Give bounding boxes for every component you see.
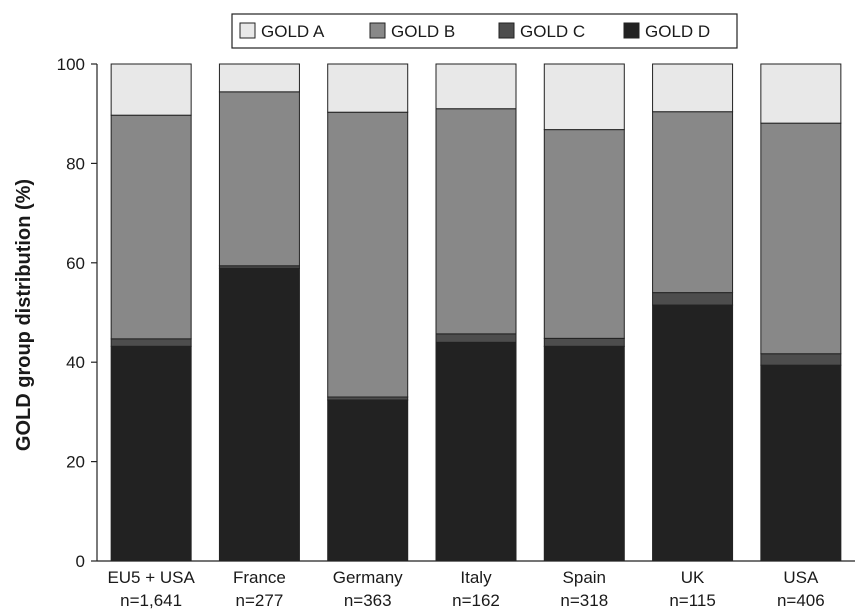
bar-segment-gold-b (111, 115, 191, 339)
bar-segment-gold-a (653, 64, 733, 112)
bar-segment-gold-c (653, 293, 733, 305)
bar-segment-gold-b (761, 123, 841, 354)
legend-label: GOLD D (645, 22, 710, 41)
x-tick-label: USA (783, 568, 819, 587)
legend-label: GOLD C (520, 22, 585, 41)
bar-segment-gold-a (436, 64, 516, 109)
bar-segment-gold-d (328, 400, 408, 561)
y-tick-label: 100 (57, 55, 85, 74)
x-tick-label: France (233, 568, 286, 587)
legend-swatch-gold-a (240, 23, 255, 38)
bar-segment-gold-a (761, 64, 841, 123)
legend: GOLD A GOLD B GOLD C GOLD D (232, 14, 737, 48)
bar-segment-gold-b (328, 112, 408, 397)
bar-segment-gold-d (544, 346, 624, 561)
x-tick-count-label: n=277 (236, 591, 284, 610)
bar-segment-gold-d (219, 268, 299, 561)
x-tick-count-label: n=318 (560, 591, 608, 610)
y-axis: 0 20 40 60 80 100 (57, 55, 97, 571)
bar-segment-gold-d (111, 346, 191, 561)
bar-segment-gold-a (544, 64, 624, 130)
x-tick-label: Italy (460, 568, 492, 587)
x-tick-count-label: n=363 (344, 591, 392, 610)
x-axis: EU5 + USA n=1,641 France n=277 Germany n=363 I… (97, 561, 855, 610)
bar-segment-gold-c (111, 339, 191, 346)
x-tick-label: UK (681, 568, 705, 587)
bar-segment-gold-c (544, 338, 624, 346)
legend-swatch-gold-d (624, 23, 639, 38)
x-tick-count-label: n=162 (452, 591, 500, 610)
y-tick-label: 60 (66, 254, 85, 273)
y-axis-label: GOLD group distribution (%) (13, 179, 35, 451)
bar-segment-gold-c (761, 354, 841, 365)
bar-stack (653, 64, 733, 561)
bar-stack (544, 64, 624, 561)
bar-segment-gold-c (436, 334, 516, 342)
x-tick-label: EU5 + USA (107, 568, 195, 587)
bar-segment-gold-d (436, 342, 516, 561)
bar-segment-gold-a (328, 64, 408, 112)
bar-stack (328, 64, 408, 561)
bar-segment-gold-b (436, 109, 516, 334)
y-tick-label: 40 (66, 353, 85, 372)
legend-swatch-gold-b (370, 23, 385, 38)
bar-segment-gold-a (111, 64, 191, 115)
bar-stack (436, 64, 516, 561)
bar-segment-gold-d (761, 365, 841, 561)
bar-segment-gold-b (219, 92, 299, 266)
bars (111, 64, 841, 561)
bar-segment-gold-b (544, 130, 624, 339)
y-tick-label: 20 (66, 453, 85, 472)
legend-swatch-gold-c (499, 23, 514, 38)
legend-label: GOLD B (391, 22, 455, 41)
bar-stack (761, 64, 841, 561)
x-tick-label: Spain (563, 568, 606, 587)
x-tick-count-label: n=115 (669, 591, 715, 610)
legend-label: GOLD A (261, 22, 325, 41)
bar-segment-gold-a (219, 64, 299, 92)
bar-stack (111, 64, 191, 561)
bar-stack (219, 64, 299, 561)
x-tick-label: Germany (333, 568, 403, 587)
y-tick-label: 80 (66, 154, 85, 173)
x-tick-count-label: n=406 (777, 591, 825, 610)
x-tick-count-label: n=1,641 (120, 591, 182, 610)
bar-segment-gold-d (653, 305, 733, 561)
bar-segment-gold-b (653, 112, 733, 293)
y-tick-label: 0 (76, 552, 85, 571)
